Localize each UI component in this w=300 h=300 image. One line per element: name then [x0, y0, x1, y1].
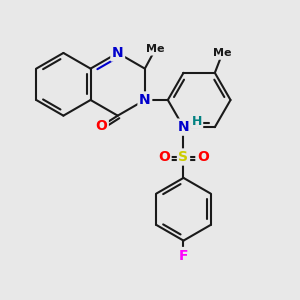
Text: Me: Me: [213, 48, 232, 59]
Text: O: O: [197, 150, 209, 164]
Text: H: H: [192, 115, 202, 128]
Text: S: S: [178, 150, 188, 164]
Text: O: O: [95, 119, 107, 133]
Text: Me: Me: [146, 44, 165, 54]
Text: F: F: [179, 248, 188, 262]
Text: O: O: [158, 150, 170, 164]
Text: N: N: [178, 120, 189, 134]
Text: N: N: [112, 46, 124, 60]
Text: N: N: [139, 93, 151, 107]
